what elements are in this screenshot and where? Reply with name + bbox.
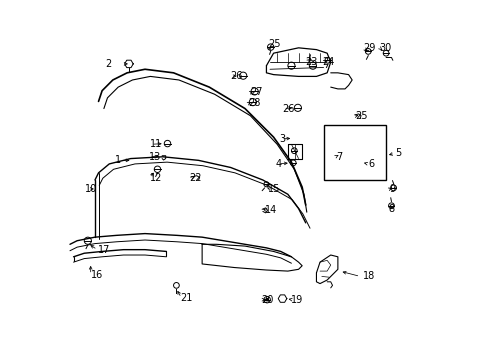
Text: 30: 30 [379, 43, 391, 53]
Circle shape [266, 298, 269, 301]
Text: 1: 1 [115, 156, 121, 165]
Text: 26: 26 [283, 104, 295, 113]
Text: 6: 6 [368, 159, 374, 169]
Bar [323, 125, 386, 180]
Text: 20: 20 [261, 295, 273, 305]
Text: 13: 13 [148, 152, 161, 162]
Text: 14: 14 [265, 205, 277, 215]
Text: 15: 15 [268, 184, 281, 194]
Text: 29: 29 [363, 43, 375, 53]
Text: 27: 27 [250, 87, 263, 98]
Text: 12: 12 [150, 173, 163, 183]
Text: 18: 18 [363, 271, 375, 282]
Text: 16: 16 [91, 270, 103, 280]
Text: 3: 3 [279, 134, 285, 144]
Text: 8: 8 [388, 203, 394, 213]
Text: 22: 22 [190, 173, 202, 183]
Text: 2: 2 [106, 59, 112, 69]
Text: 25: 25 [356, 111, 368, 121]
Text: 21: 21 [181, 293, 193, 303]
Text: 19: 19 [292, 295, 304, 305]
Text: 25: 25 [268, 39, 281, 49]
Text: 17: 17 [98, 245, 110, 255]
Text: 5: 5 [395, 148, 401, 158]
Text: 28: 28 [248, 98, 261, 108]
Text: 11: 11 [150, 139, 163, 149]
Text: 24: 24 [322, 57, 334, 67]
Text: 26: 26 [231, 71, 243, 81]
Text: 10: 10 [85, 184, 98, 194]
Text: 4: 4 [275, 159, 281, 169]
Text: 23: 23 [306, 57, 318, 67]
Text: 7: 7 [336, 152, 343, 162]
Text: 9: 9 [390, 184, 396, 194]
